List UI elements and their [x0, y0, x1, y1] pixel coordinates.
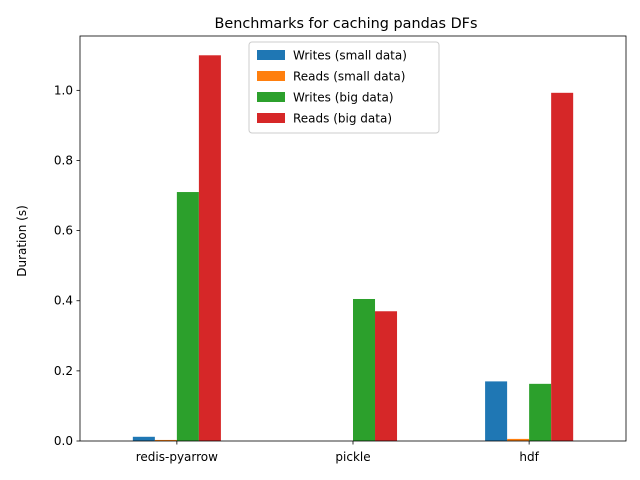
x-tick-label: redis-pyarrow — [136, 450, 218, 464]
bar-writes-big-data-redis-pyarrow — [176, 192, 199, 441]
legend-entry: Writes (big data) — [293, 91, 394, 105]
legend-box — [248, 41, 440, 134]
y-tick-label: 0.0 — [54, 434, 73, 448]
bar-reads-big-data-redis-pyarrow — [198, 55, 221, 441]
bar-reads-small-data-hdf — [507, 438, 530, 441]
bar-reads-big-data-hdf — [551, 92, 574, 441]
legend-entry: Reads (small data) — [293, 70, 405, 84]
axes-group: 0.0 0.2 0.4 0.6 0.8 1.0 redis-pyarrow pickle hdf — [54, 35, 627, 464]
y-tick-label: 0.2 — [54, 364, 73, 378]
legend: Writes (small data) Reads (small data) Wri… — [248, 41, 440, 134]
y-tick-label: 0.6 — [54, 224, 73, 238]
y-tick-label: 0.8 — [54, 153, 73, 167]
legend-swatch — [257, 71, 285, 81]
y-axis-label: Duration (s) — [15, 205, 29, 277]
bar-writes-small-data-redis-pyarrow — [132, 436, 155, 441]
y-tick-label: 0.4 — [54, 294, 73, 308]
legend-entry: Writes (small data) — [293, 49, 407, 63]
bar-reads-small-data-redis-pyarrow — [154, 439, 177, 441]
bar-writes-big-data-hdf — [529, 383, 552, 441]
legend-swatch — [257, 92, 285, 102]
chart-title: Benchmarks for caching pandas DFs — [215, 16, 478, 32]
legend-swatch — [257, 113, 285, 123]
legend-entry: Reads (big data) — [293, 112, 392, 126]
bar-reads-big-data-pickle — [375, 311, 398, 441]
x-tick-label: hdf — [519, 450, 539, 464]
bar-writes-small-data-hdf — [485, 381, 508, 441]
legend-swatch — [257, 50, 285, 60]
x-tick-label: pickle — [335, 450, 370, 464]
bars-group — [132, 55, 574, 441]
y-tick-label: 1.0 — [54, 83, 73, 97]
bar-writes-big-data-pickle — [353, 298, 376, 441]
